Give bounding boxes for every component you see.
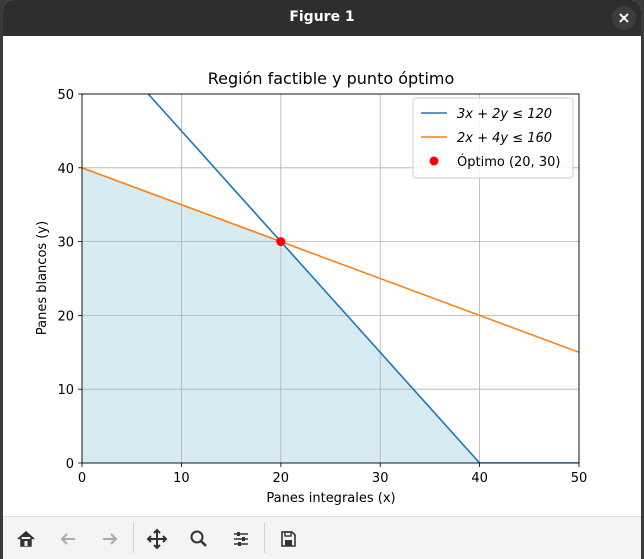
y-tick-label: 0 [66, 457, 74, 472]
y-tick-label: 10 [57, 383, 74, 398]
zoom-icon[interactable] [187, 527, 211, 551]
y-tick-label: 40 [57, 162, 74, 177]
y-tick-label: 30 [57, 236, 74, 251]
x-tick-label: 20 [273, 471, 290, 486]
save-icon[interactable] [276, 527, 300, 551]
legend-label: 3x + 2y ≤ 120 [457, 107, 552, 122]
y-axis-label: Panes blancos (y) [35, 221, 50, 335]
forward-arrow-icon[interactable] [98, 527, 122, 551]
legend-label: 2x + 4y ≤ 160 [457, 131, 552, 146]
legend: 3x + 2y ≤ 120 2x + 4y ≤ 160 Óptimo (20, 30… [412, 97, 574, 179]
y-tick-label: 50 [57, 88, 74, 103]
close-icon: × [617, 8, 631, 27]
toolbar-separator [264, 523, 265, 553]
series-line-1 [147, 94, 579, 463]
window-title: Figure 1 [289, 9, 355, 25]
x-tick-label: 10 [173, 471, 190, 486]
figure-canvas[interactable]: 0 10 20 30 40 50 0 10 20 30 40 50 Región factible y… [3, 36, 641, 514]
navigation-toolbar [3, 516, 641, 559]
toolbar-separator [133, 523, 134, 553]
x-tick-label: 50 [571, 471, 588, 486]
axes-frame [81, 93, 580, 464]
close-button[interactable]: × [612, 6, 636, 30]
series-line-2 [82, 167, 579, 354]
x-tick-label: 40 [471, 471, 488, 486]
optimum-point [276, 237, 286, 247]
x-tick-label: 30 [372, 471, 389, 486]
x-axis-label: Panes integrales (x) [266, 491, 395, 506]
back-arrow-icon[interactable] [56, 527, 80, 551]
title-bar: Figure 1 × [3, 0, 641, 36]
pan-icon[interactable] [145, 527, 169, 551]
y-tick-label: 20 [57, 309, 74, 324]
chart: 0 10 20 30 40 50 0 10 20 30 40 50 Región factible y… [35, 69, 588, 506]
legend-dot-marker [429, 156, 439, 166]
legend-label: Óptimo (20, 30) [457, 154, 560, 170]
x-tick-label: 0 [78, 471, 86, 486]
figure-window: Figure 1 × 0 10 20 30 40 50 0 10 20 30 40 50 Región… [3, 0, 641, 559]
legend-box [412, 97, 574, 179]
chart-title: Región factible y punto óptimo [208, 69, 455, 88]
home-icon[interactable] [14, 527, 38, 551]
configure-subplots-icon[interactable] [229, 527, 253, 551]
